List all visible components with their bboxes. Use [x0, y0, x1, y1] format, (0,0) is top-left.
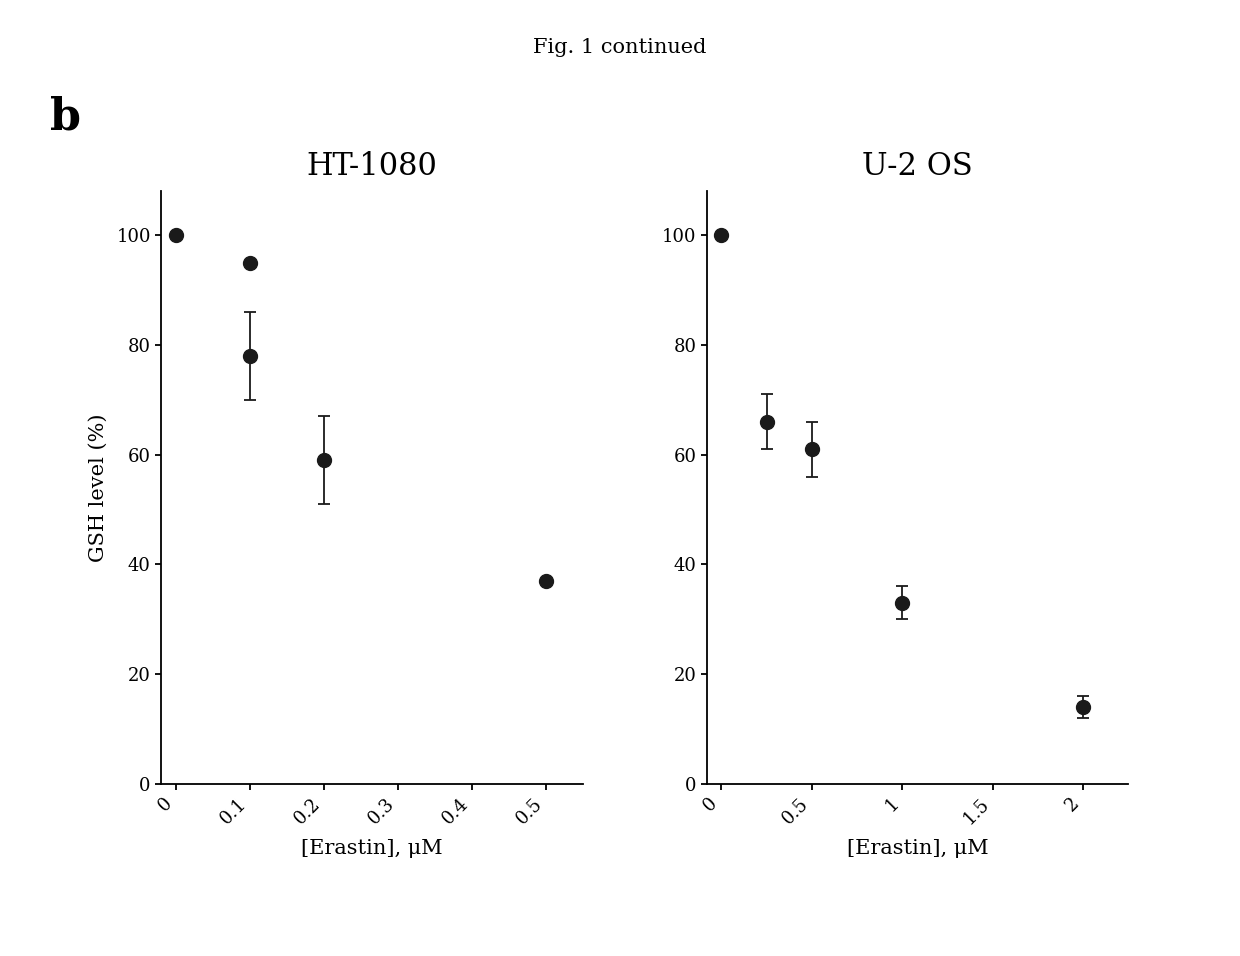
Title: HT-1080: HT-1080 [306, 150, 438, 182]
Title: U-2 OS: U-2 OS [862, 150, 973, 182]
X-axis label: [Erastin], μM: [Erastin], μM [847, 838, 988, 858]
Point [166, 228, 186, 243]
Point [536, 574, 556, 589]
Point [802, 442, 822, 457]
Point [712, 228, 732, 243]
X-axis label: [Erastin], μM: [Erastin], μM [301, 838, 443, 858]
Point [241, 348, 260, 363]
Point [893, 596, 913, 611]
Text: Fig. 1 continued: Fig. 1 continued [533, 38, 707, 57]
Y-axis label: GSH level (%): GSH level (%) [89, 413, 108, 562]
Text: b: b [50, 96, 81, 139]
Point [756, 414, 776, 429]
Point [241, 255, 260, 271]
Point [1074, 700, 1094, 715]
Point [314, 452, 334, 467]
